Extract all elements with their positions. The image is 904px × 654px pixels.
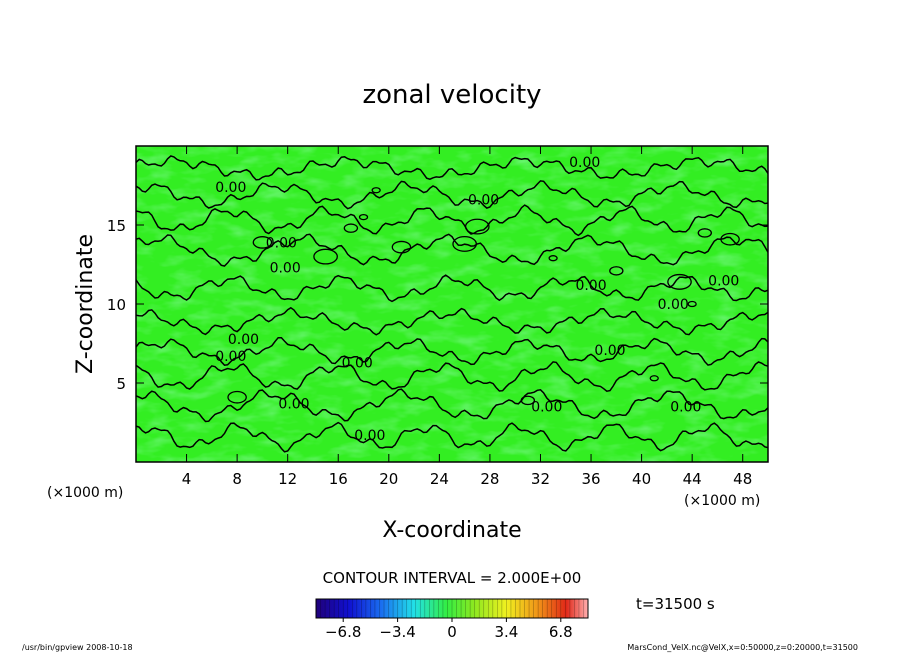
contour-label: 0.00 [215,349,246,365]
contour-label: 0.00 [575,278,606,294]
x-tick-label: 32 [531,470,550,488]
contour-line [136,204,768,237]
contour-island [343,223,359,233]
contour-line [136,421,768,453]
footer-right: MarsCond_VelX.nc@VelX,x=0:50000,z=0:2000… [627,643,858,652]
contour-island [358,213,369,221]
contour-line [136,274,768,303]
x-tick-label: 40 [632,470,651,488]
contour-label: 0.00 [658,297,689,313]
y-tick-label: 15 [107,217,126,235]
contour-line [136,306,768,336]
contour-lines [136,155,768,453]
contour-island [464,218,490,235]
contour-label: 0.00 [215,180,246,196]
contour-island [252,236,273,249]
x-tick-label: 44 [683,470,702,488]
contour-label: 0.00 [708,273,739,289]
time-label: t=31500 s [636,595,715,613]
contour-interval-text: CONTOUR INTERVAL = 2.000E+00 [323,569,582,587]
contour-label: 0.00 [342,355,373,371]
contour-line [136,361,768,393]
contour-label: 0.00 [594,343,625,359]
plot-area: 0.000.000.000.000.000.00 0.000.000.000.00… [135,145,769,463]
contour-island [371,187,381,194]
contour-island [667,273,692,290]
contour-line [136,388,768,423]
contour-line [136,336,768,366]
contour-island [720,232,740,246]
contour-label: 0.00 [278,397,309,413]
contour-island [391,240,412,254]
x-tick-label: 48 [733,470,752,488]
y-axis-label: Z-coordinate [73,234,98,374]
x-axis: 4 8 12 16 20 24 28 32 36 40 44 48 [182,146,752,488]
contour-island [687,300,697,308]
contour-line [136,233,768,267]
contour-island [452,236,477,252]
contour-island [697,228,713,238]
colorbar-tick-label: 6.8 [549,623,573,641]
x-tick-label: 4 [182,470,192,488]
x-tick-label: 28 [480,470,499,488]
contour-island [548,255,558,262]
colorbar-ticks: −6.8 −3.4 0 3.4 6.8 [325,618,573,641]
colorbar-tick-label: 3.4 [494,623,518,641]
contour-label: 0.00 [468,193,499,209]
x-tick-label: 20 [379,470,398,488]
colorbar-tick-label: −6.8 [325,623,361,641]
contour-island [649,375,659,382]
contour-label: 0.00 [270,261,301,277]
y-axis: 5 10 15 [107,217,768,393]
x-unit-right: (×1000 m) [684,493,760,509]
x-tick-label: 12 [278,470,297,488]
x-tick-label: 16 [329,470,348,488]
x-tick-label: 36 [581,470,600,488]
contour-island [227,390,247,404]
contour-label: 0.00 [531,400,562,416]
colorbar-tick-label: −3.4 [379,623,415,641]
contour-label: 0.00 [354,428,385,444]
contour-label: 0.00 [266,235,297,251]
x-tick-label: 8 [232,470,242,488]
x-axis-label: X-coordinate [382,518,521,543]
x-tick-label: 24 [430,470,449,488]
y-tick-label: 10 [107,296,126,314]
contour-label: 0.00 [228,332,259,348]
colorbar-tick-label: 0 [447,623,457,641]
contour-label: 0.00 [670,400,701,416]
y-tick-label: 5 [116,375,126,393]
contour-labels: 0.000.000.000.000.000.00 0.000.000.000.00… [215,155,739,444]
contour-line [136,180,768,210]
footer-left: /usr/bin/gpview 2008-10-18 [22,643,133,652]
contour-line [136,155,768,181]
contour-island [609,266,624,276]
contour-island [313,248,338,265]
x-unit-left: (×1000 m) [47,485,123,501]
chart-title: zonal velocity [362,80,541,110]
contour-island [520,395,536,406]
colorbar-segments [320,599,584,618]
contour-label: 0.00 [569,155,600,171]
